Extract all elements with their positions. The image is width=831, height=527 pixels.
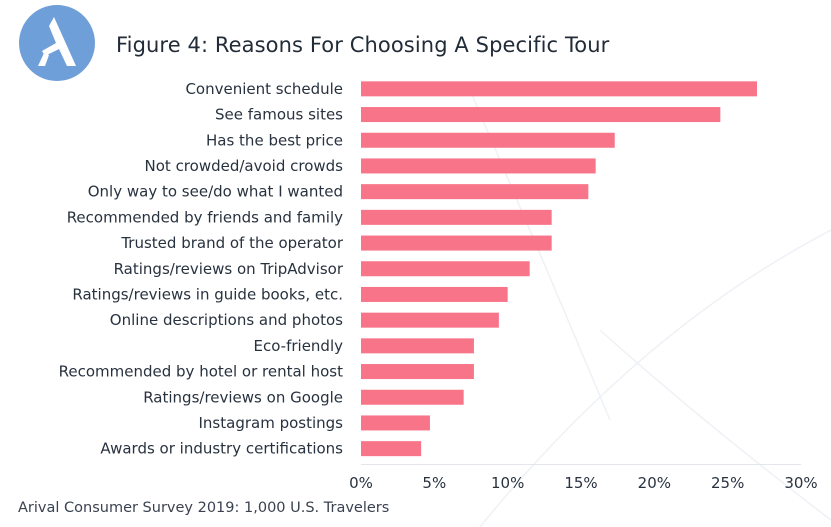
- category-label: Eco-friendly: [253, 337, 343, 355]
- category-label: Ratings/reviews in guide books, etc.: [72, 285, 343, 303]
- category-label: Instagram postings: [199, 414, 344, 432]
- x-tick-label: 0%: [349, 474, 373, 492]
- category-label: Ratings/reviews on Google: [143, 388, 343, 406]
- bar: [361, 312, 499, 328]
- arival-logo-icon: [19, 5, 95, 81]
- x-tick-label: 20%: [638, 474, 671, 492]
- source-note: Arival Consumer Survey 2019: 1,000 U.S. …: [18, 500, 390, 516]
- bar: [361, 81, 757, 97]
- category-label: Has the best price: [206, 131, 343, 149]
- bar: [361, 107, 721, 123]
- bar: [361, 261, 530, 277]
- x-tick-label: 5%: [422, 474, 446, 492]
- category-label: Awards or industry certifications: [100, 440, 343, 458]
- category-label: Recommended by hotel or rental host: [59, 363, 343, 381]
- category-label: See famous sites: [215, 106, 343, 124]
- bar: [361, 235, 552, 251]
- category-label: Convenient schedule: [185, 80, 343, 98]
- bar: [361, 338, 474, 354]
- category-label: Only way to see/do what I wanted: [88, 183, 343, 201]
- x-tick-label: 30%: [784, 474, 817, 492]
- x-tick-label: 10%: [491, 474, 524, 492]
- x-tick-labels-group: 0% 5% 10% 15% 20% 25% 30%: [349, 474, 818, 492]
- bar: [361, 209, 552, 225]
- chart-title: Figure 4: Reasons For Choosing A Specifi…: [116, 33, 610, 57]
- bar: [361, 441, 422, 457]
- category-labels-group: Convenient schedule See famous sites Has t…: [59, 80, 344, 458]
- category-label: Trusted brand of the operator: [120, 234, 343, 252]
- bar: [361, 415, 430, 431]
- bars-group: [361, 81, 757, 457]
- category-label: Ratings/reviews on TripAdvisor: [114, 260, 344, 278]
- category-label: Online descriptions and photos: [110, 311, 343, 329]
- x-tick-label: 15%: [564, 474, 597, 492]
- category-label: Not crowded/avoid crowds: [145, 157, 344, 175]
- x-tick-label: 25%: [711, 474, 744, 492]
- bar: [361, 286, 508, 302]
- category-label: Recommended by friends and family: [67, 208, 343, 226]
- bar: [361, 184, 589, 200]
- bar: [361, 158, 596, 174]
- bar: [361, 389, 464, 405]
- bar: [361, 132, 615, 148]
- bar: [361, 364, 474, 380]
